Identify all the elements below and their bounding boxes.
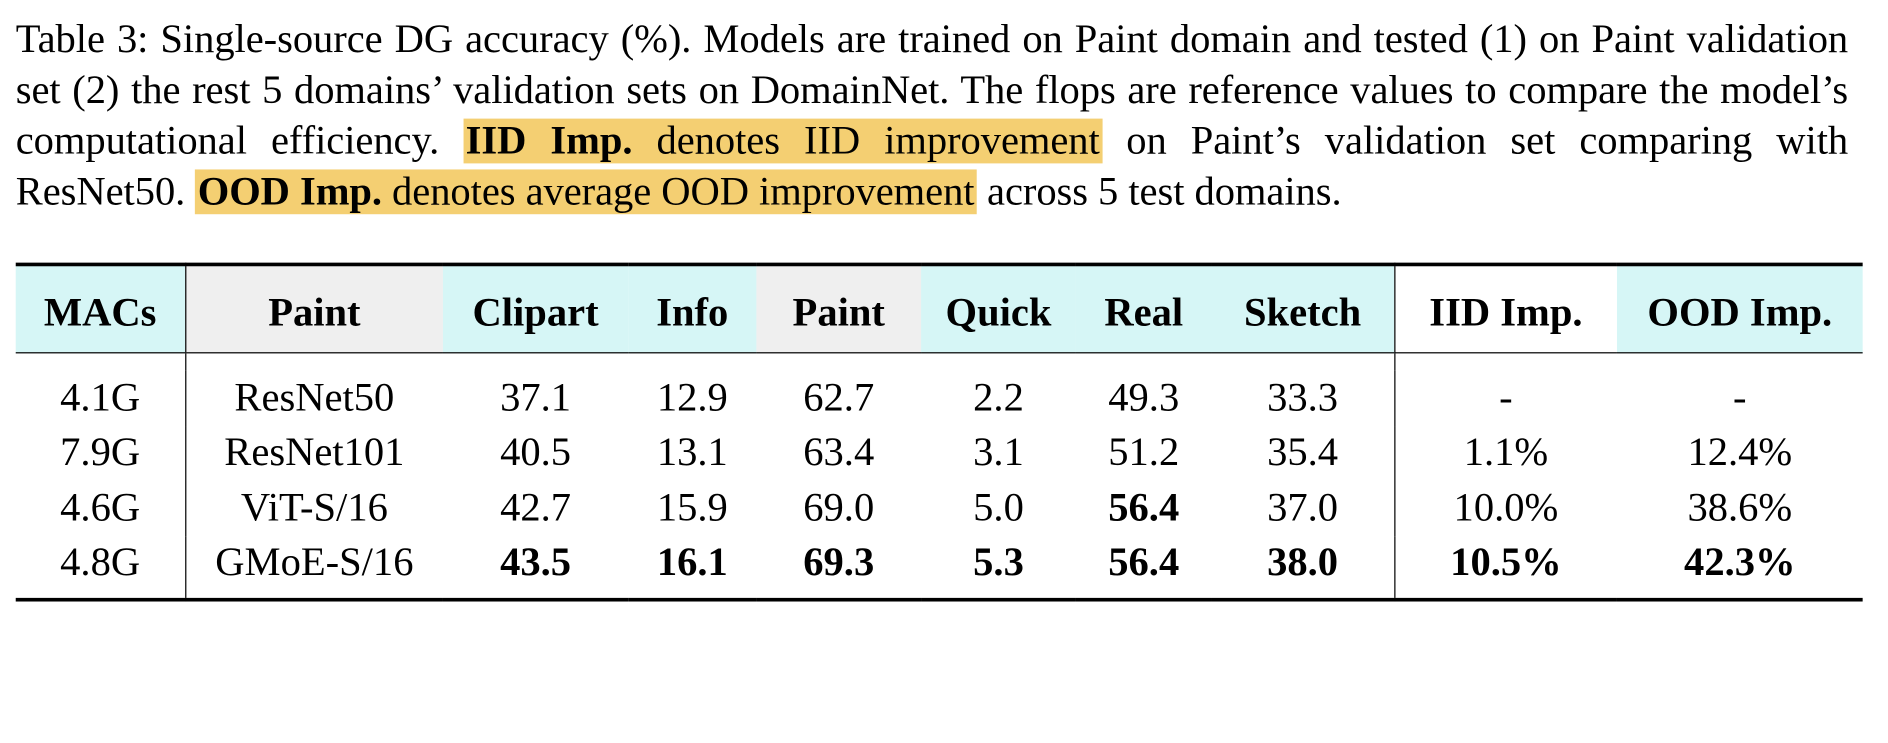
table-cell: 43.5 bbox=[500, 540, 572, 585]
table-cell: GMoE-S/16 bbox=[215, 540, 414, 585]
table-cell: 4.8G bbox=[15, 535, 186, 600]
table-cell: - bbox=[1499, 374, 1513, 420]
table-cell: 15.9 bbox=[656, 485, 728, 530]
header-cell: Clipart bbox=[442, 264, 629, 353]
results-table: MACs Paint Clipart Info Paint Quick Real… bbox=[15, 262, 1863, 602]
header-cell: OOD Imp. bbox=[1616, 264, 1863, 353]
table-cell: 56.4 bbox=[1108, 485, 1180, 530]
table-cell: 38.6% bbox=[1687, 485, 1793, 530]
table-cell: 33.3 bbox=[1211, 370, 1395, 426]
caption-text-1: Table 3: Single-source DG accuracy (%). … bbox=[15, 16, 1849, 164]
table-cell: 42.7 bbox=[500, 485, 572, 530]
table-cell: 7.9G bbox=[15, 425, 186, 481]
header-cell: Sketch bbox=[1211, 264, 1395, 353]
table-cell: 4.6G bbox=[15, 480, 186, 536]
table-cell: 10.5% bbox=[1450, 540, 1562, 585]
table-cell: 62.7 bbox=[803, 374, 875, 420]
table-row: 7.9G ResNet101 40.5 13.1 63.4 3.1 51.2 3… bbox=[15, 425, 1863, 481]
spacer-row bbox=[15, 353, 1863, 371]
table-cell: 49.3 bbox=[1108, 374, 1180, 420]
table-row: 4.6G ViT-S/16 42.7 15.9 69.0 5.0 56.4 37… bbox=[15, 480, 1863, 536]
table-cell: 13.1 bbox=[656, 429, 728, 475]
table-cell: 42.3% bbox=[1684, 540, 1796, 585]
table-cell: 2.2 bbox=[973, 374, 1024, 420]
table-cell: 35.4 bbox=[1211, 425, 1395, 481]
header-cell: Paint bbox=[185, 264, 443, 353]
ood-description: denotes average OOD improvement bbox=[392, 169, 975, 215]
table-cell: 12.4% bbox=[1687, 429, 1793, 475]
header-cell: Real bbox=[1075, 264, 1212, 353]
table-cell: 4.1G bbox=[15, 370, 186, 426]
table-cell: 1.1% bbox=[1463, 429, 1549, 475]
table-cell: 69.0 bbox=[803, 485, 875, 530]
ood-highlight: OOD Imp. denotes average OOD improvement bbox=[195, 169, 977, 215]
table-cell: 16.1 bbox=[656, 540, 728, 585]
header-cell: Paint bbox=[756, 264, 922, 353]
table-row: 4.1G ResNet50 37.1 12.9 62.7 2.2 49.3 33… bbox=[15, 370, 1863, 426]
ood-term: OOD Imp. bbox=[197, 169, 382, 215]
header-cell: IID Imp. bbox=[1394, 264, 1617, 353]
table-cell: 5.3 bbox=[973, 540, 1024, 585]
table-cell: ResNet101 bbox=[224, 429, 405, 475]
table-cell: ResNet50 bbox=[234, 374, 395, 420]
table-cell: 3.1 bbox=[973, 429, 1024, 475]
table-cell: 12.9 bbox=[656, 374, 728, 420]
table-cell: 56.4 bbox=[1108, 540, 1180, 585]
table-cell: 38.0 bbox=[1211, 535, 1395, 600]
header-row: MACs Paint Clipart Info Paint Quick Real… bbox=[15, 264, 1863, 353]
caption-text-3: across 5 test domains. bbox=[987, 169, 1342, 215]
table-caption: Table 3: Single-source DG accuracy (%). … bbox=[16, 15, 1848, 218]
header-cell: MACs bbox=[15, 264, 186, 353]
table-cell: 37.0 bbox=[1211, 480, 1395, 536]
table-cell: 5.0 bbox=[973, 485, 1024, 530]
table-cell: 37.1 bbox=[500, 374, 572, 420]
table-cell: 69.3 bbox=[803, 540, 875, 585]
table-cell: 40.5 bbox=[500, 429, 572, 475]
table-row: 4.8G GMoE-S/16 43.5 16.1 69.3 5.3 56.4 3… bbox=[15, 535, 1863, 600]
header-cell: Quick bbox=[921, 264, 1076, 353]
iid-highlight: IID Imp. denotes IID improvement bbox=[463, 118, 1103, 164]
iid-description: denotes IID improvement bbox=[656, 118, 1100, 164]
table-cell: 63.4 bbox=[803, 429, 875, 475]
results-table-wrapper: MACs Paint Clipart Info Paint Quick Real… bbox=[15, 262, 1863, 602]
header-cell: Info bbox=[628, 264, 757, 353]
table-cell: 51.2 bbox=[1108, 429, 1180, 475]
table-cell: 10.0% bbox=[1453, 485, 1559, 530]
caption-text-2: on Paint’s validation set comparing with… bbox=[15, 118, 1849, 215]
table-cell: - bbox=[1733, 374, 1747, 420]
iid-term: IID Imp. bbox=[465, 118, 633, 164]
header-rule bbox=[15, 352, 1863, 354]
table-cell: ViT-S/16 bbox=[240, 485, 388, 530]
